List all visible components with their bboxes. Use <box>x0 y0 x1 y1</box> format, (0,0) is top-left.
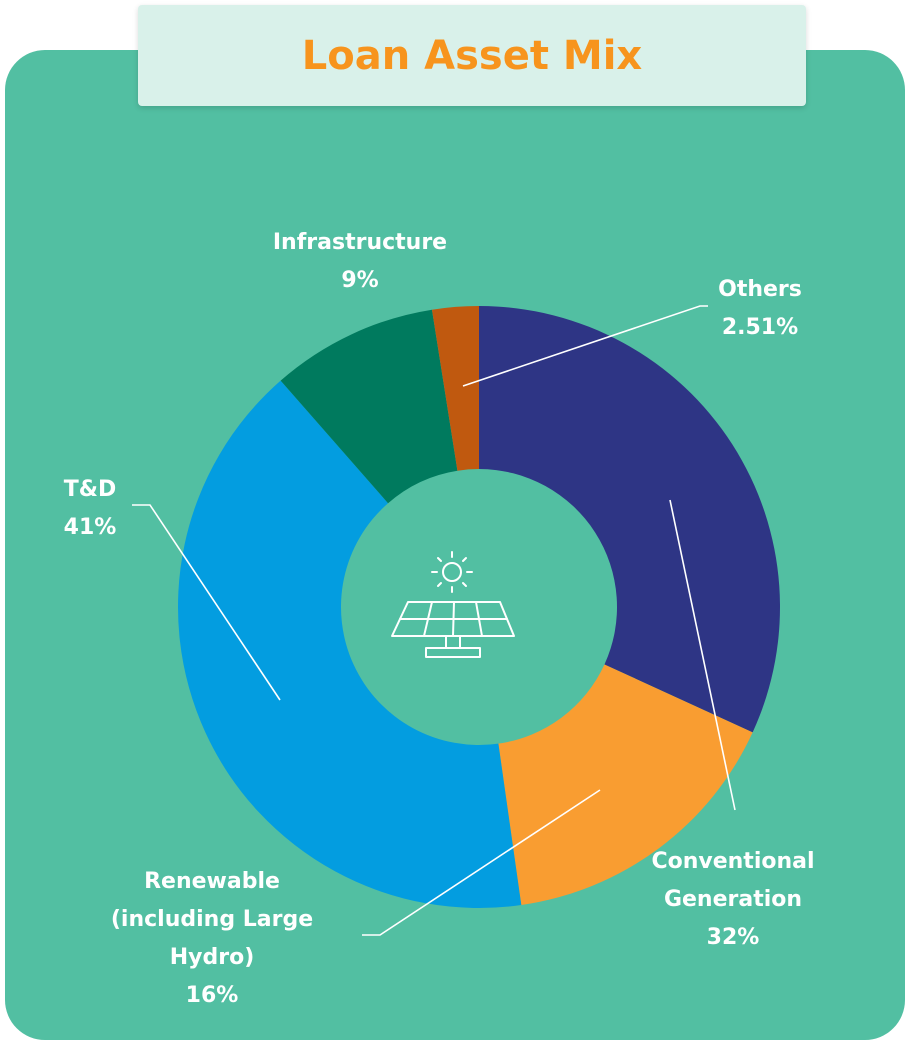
slice-label: Others 2.51% <box>690 271 830 347</box>
slice-label: T&D 41% <box>30 471 150 547</box>
leader-line <box>362 789 601 936</box>
leader-line <box>132 504 281 701</box>
category-label: T&D <box>63 477 117 502</box>
value-label: 2.51% <box>721 315 799 340</box>
value-label: 41% <box>63 515 117 540</box>
slice-label: Renewable (including Large Hydro) 16% <box>92 863 332 1015</box>
leader-line <box>669 499 736 811</box>
category-label: Others <box>718 277 802 302</box>
slice-label: Conventional Generation 32% <box>623 843 843 957</box>
donut-slice <box>479 306 781 733</box>
category-label: Renewable (including Large Hydro) <box>110 869 314 970</box>
leader-line <box>462 305 708 387</box>
category-label: Conventional Generation <box>651 849 815 912</box>
donut-slice <box>178 380 522 908</box>
solar-panel-icon <box>391 551 515 658</box>
value-label: 9% <box>341 268 379 293</box>
donut-slice <box>498 664 753 906</box>
slice-label: Infrastructure 9% <box>240 224 480 300</box>
leader-lines <box>132 305 736 936</box>
chart-title: Loan Asset Mix <box>301 32 643 79</box>
title-box: Loan Asset Mix <box>138 5 806 106</box>
donut-slice <box>431 306 479 471</box>
value-label: 16% <box>185 983 239 1008</box>
donut-slice <box>280 309 458 504</box>
value-label: 32% <box>706 925 760 950</box>
category-label: Infrastructure <box>272 230 448 255</box>
